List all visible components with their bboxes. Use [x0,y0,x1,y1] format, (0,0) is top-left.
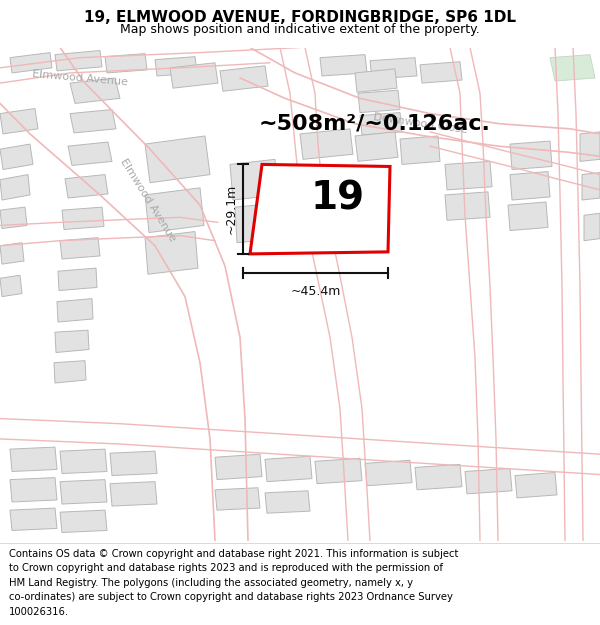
Polygon shape [0,242,24,264]
Polygon shape [10,447,57,471]
Polygon shape [584,213,600,241]
Polygon shape [70,109,116,133]
Polygon shape [400,136,440,164]
Polygon shape [170,62,218,88]
Polygon shape [510,141,552,169]
Polygon shape [240,48,600,156]
Polygon shape [60,510,107,532]
Polygon shape [60,479,107,504]
Polygon shape [55,51,102,71]
Text: Downwood Close: Downwood Close [372,112,468,136]
Polygon shape [355,132,398,161]
Polygon shape [58,268,97,291]
Polygon shape [300,129,353,159]
Polygon shape [550,54,595,81]
Polygon shape [370,58,417,79]
Polygon shape [60,449,107,474]
Polygon shape [215,488,260,510]
Polygon shape [10,478,57,502]
Polygon shape [582,173,600,200]
Polygon shape [145,136,210,182]
Polygon shape [250,164,390,254]
Polygon shape [60,238,100,259]
Polygon shape [110,482,157,506]
Polygon shape [0,109,38,134]
Polygon shape [315,458,362,484]
Polygon shape [235,203,280,242]
Polygon shape [358,90,400,112]
Text: Elmwood Avenue: Elmwood Avenue [32,69,128,87]
Polygon shape [62,207,104,229]
Polygon shape [105,54,147,73]
Polygon shape [65,174,108,198]
Polygon shape [145,231,198,274]
Polygon shape [420,62,462,83]
Text: 19, ELMWOOD AVENUE, FORDINGBRIDGE, SP6 1DL: 19, ELMWOOD AVENUE, FORDINGBRIDGE, SP6 1… [84,11,516,26]
Text: ~508m²/~0.126ac.: ~508m²/~0.126ac. [259,114,491,134]
Polygon shape [70,78,120,103]
Polygon shape [68,142,112,166]
Polygon shape [54,361,86,383]
Polygon shape [265,456,312,482]
Text: ~45.4m: ~45.4m [290,286,341,298]
Polygon shape [445,161,492,190]
Polygon shape [0,48,248,541]
Polygon shape [0,174,30,200]
Polygon shape [415,464,462,490]
Polygon shape [580,132,600,161]
Polygon shape [10,52,52,73]
Polygon shape [515,472,557,498]
Polygon shape [508,202,548,231]
Polygon shape [360,112,402,135]
Polygon shape [110,451,157,476]
Polygon shape [215,454,262,479]
Text: 19: 19 [310,180,365,218]
Polygon shape [155,57,197,76]
Polygon shape [55,330,89,352]
Text: Contains OS data © Crown copyright and database right 2021. This information is : Contains OS data © Crown copyright and d… [9,549,458,617]
Polygon shape [320,54,367,76]
Text: Map shows position and indicative extent of the property.: Map shows position and indicative extent… [120,22,480,36]
Polygon shape [0,144,33,169]
Text: ~29.1m: ~29.1m [224,184,238,234]
Polygon shape [10,508,57,531]
Polygon shape [145,188,204,232]
Polygon shape [445,192,490,221]
Polygon shape [465,468,512,494]
Polygon shape [265,491,310,513]
Text: Elmwood Avenue: Elmwood Avenue [118,157,178,243]
Polygon shape [510,171,550,200]
Polygon shape [220,66,268,91]
Polygon shape [230,159,278,200]
Polygon shape [0,275,22,297]
Polygon shape [355,69,397,92]
Polygon shape [0,207,27,229]
Polygon shape [365,460,412,486]
Polygon shape [57,299,93,322]
